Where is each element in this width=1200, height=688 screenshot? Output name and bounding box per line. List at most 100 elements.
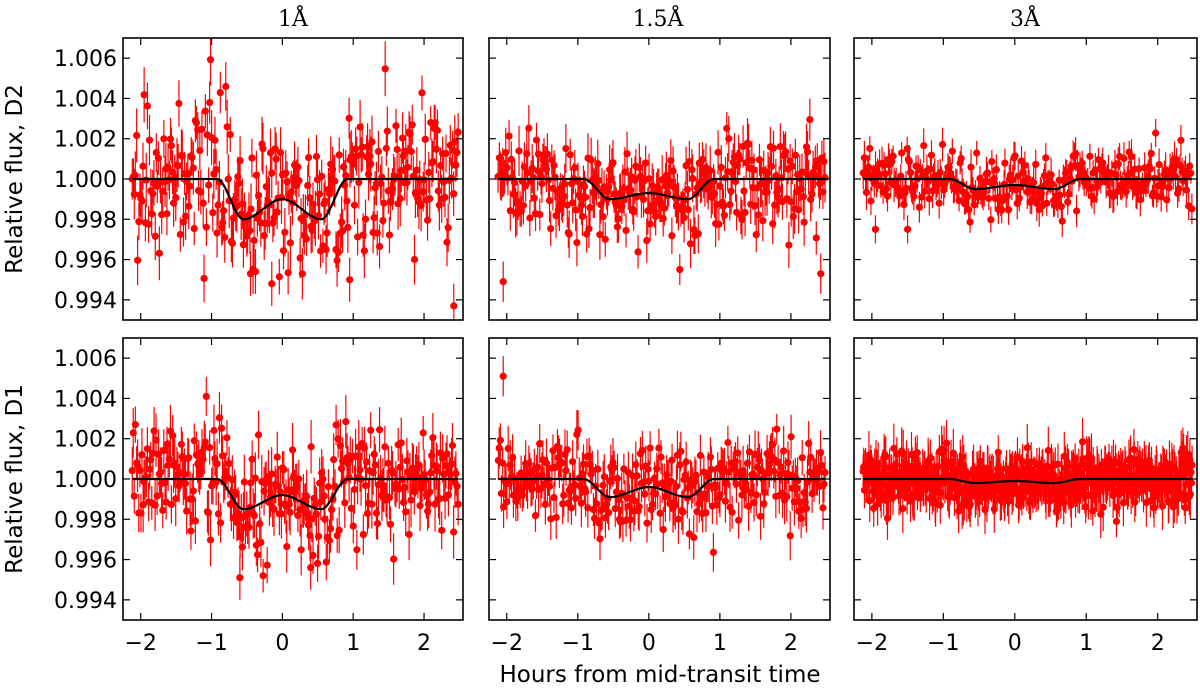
data-point <box>318 172 326 180</box>
data-point <box>1175 185 1183 193</box>
plot-area <box>859 417 1196 540</box>
data-point <box>577 499 585 507</box>
data-point <box>361 215 370 223</box>
data-point <box>1150 504 1158 512</box>
data-point <box>433 126 442 134</box>
data-point <box>526 214 534 222</box>
data-point <box>452 469 460 478</box>
data-point <box>130 492 138 500</box>
data-point <box>632 461 640 469</box>
data-point <box>337 218 346 226</box>
data-point <box>507 155 515 163</box>
data-point <box>268 280 276 288</box>
data-point <box>819 504 827 512</box>
data-point <box>160 135 168 143</box>
data-point <box>725 135 733 143</box>
data-point <box>273 453 281 461</box>
data-point <box>386 520 395 528</box>
data-point <box>681 471 689 479</box>
data-point <box>354 233 362 241</box>
data-point <box>280 466 288 474</box>
data-point <box>567 504 576 512</box>
data-point <box>635 503 643 511</box>
data-point <box>495 444 503 452</box>
data-point <box>499 372 507 380</box>
data-point <box>385 231 394 239</box>
x-tick-label: 1 <box>1079 631 1093 656</box>
data-point <box>263 561 271 569</box>
data-point <box>1003 192 1011 200</box>
data-point <box>362 458 371 466</box>
data-point <box>201 107 209 115</box>
data-point <box>372 509 381 517</box>
data-point <box>314 532 323 540</box>
data-point <box>572 494 580 502</box>
data-point <box>405 530 413 539</box>
data-point <box>140 91 148 99</box>
data-point <box>646 444 654 452</box>
y-tick-label: 1.002 <box>54 128 117 153</box>
data-point <box>426 195 434 203</box>
data-point <box>221 233 229 241</box>
data-point <box>611 504 619 513</box>
data-point <box>341 499 349 507</box>
data-point <box>635 163 643 172</box>
data-point <box>706 453 715 461</box>
data-point <box>515 147 523 155</box>
data-point <box>149 449 157 457</box>
data-point <box>561 180 569 188</box>
data-point <box>503 164 511 172</box>
data-point <box>573 238 581 247</box>
data-point <box>898 149 906 157</box>
data-point <box>752 231 760 239</box>
data-point <box>505 132 513 140</box>
data-point <box>889 152 897 160</box>
data-point <box>1127 153 1136 161</box>
data-point <box>584 504 592 512</box>
data-point <box>645 175 653 183</box>
data-point <box>392 122 400 130</box>
data-point <box>1123 178 1131 186</box>
data-point <box>1120 154 1128 163</box>
data-point <box>772 172 780 180</box>
data-point <box>406 472 414 480</box>
data-point <box>776 471 784 479</box>
data-point <box>1058 217 1066 225</box>
data-point <box>502 149 510 157</box>
data-point <box>691 478 699 486</box>
data-point <box>524 169 532 177</box>
data-point <box>135 218 143 226</box>
data-point <box>728 508 736 516</box>
data-point <box>248 154 256 162</box>
data-point <box>797 514 805 523</box>
data-point <box>740 187 748 195</box>
panel-d1-2: −2 −1 0 1 2 <box>488 337 831 656</box>
data-point <box>558 459 566 467</box>
data-point <box>188 153 196 162</box>
data-point <box>260 232 268 240</box>
data-point <box>163 210 171 218</box>
data-point <box>288 446 297 454</box>
data-point <box>719 202 728 210</box>
data-point <box>781 148 790 156</box>
y-tick-label: 1.004 <box>54 387 117 412</box>
y-tick-label: 1.004 <box>54 87 117 112</box>
data-point <box>560 192 568 200</box>
data-point <box>453 482 461 490</box>
data-point <box>246 226 254 235</box>
data-point <box>410 255 419 264</box>
data-point <box>349 522 357 530</box>
data-point <box>955 196 963 205</box>
plot-area <box>859 118 1196 244</box>
data-point <box>599 213 607 221</box>
data-point <box>562 467 570 475</box>
data-point <box>188 495 196 503</box>
data-point <box>133 256 142 264</box>
data-point <box>534 167 542 175</box>
data-point <box>333 256 341 265</box>
data-point <box>216 89 224 97</box>
data-point <box>344 223 352 232</box>
data-point <box>1181 504 1189 512</box>
data-point <box>180 470 188 478</box>
